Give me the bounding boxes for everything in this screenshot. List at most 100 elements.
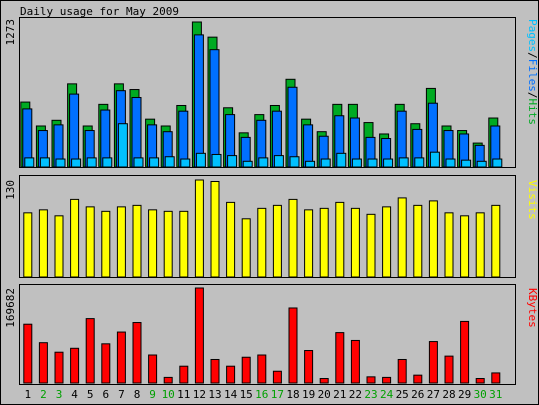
pages-bar (289, 156, 300, 168)
legend-sep-1: / (526, 52, 539, 59)
pages-bar (429, 151, 440, 168)
files-bar (131, 97, 142, 168)
legend-sep-2: / (526, 92, 539, 99)
kbytes-bar (241, 356, 251, 384)
visits-bar (366, 213, 376, 278)
chart-title: Daily usage for May 2009 (20, 5, 179, 18)
day-label: 7 (118, 388, 125, 401)
kbytes-bar (272, 370, 282, 384)
pages-bar (367, 158, 378, 168)
files-bar (209, 49, 220, 168)
bars-pages-files-hits (20, 21, 503, 168)
day-label: 9 (149, 388, 156, 401)
pages-bar (133, 157, 144, 168)
kbytes-bar (70, 347, 80, 384)
bars-kbytes (23, 287, 501, 384)
legend-visits: Visits (526, 180, 539, 220)
kbytes-bar (116, 331, 126, 384)
pages-bar (445, 158, 456, 168)
day-label: 30 (474, 388, 487, 401)
pages-bar (55, 158, 66, 168)
kbytes-bar (257, 354, 267, 384)
pages-bar (398, 157, 409, 168)
day-label: 28 (442, 388, 455, 401)
visits-bar (54, 215, 64, 278)
day-label: 13 (208, 388, 221, 401)
files-bar (303, 124, 314, 168)
legend-kbytes: KBytes (526, 288, 539, 328)
day-label: 20 (318, 388, 331, 401)
day-label: 24 (380, 388, 394, 401)
legend-pages-files-hits: Pages/Files/Hits (526, 19, 539, 125)
visits-bar (428, 200, 438, 278)
visits-bar (319, 207, 329, 278)
visits-bar (226, 201, 236, 278)
kbytes-bar (54, 351, 64, 384)
kbytes-bar (179, 365, 189, 384)
day-label: 29 (458, 388, 471, 401)
kbytes-bar (366, 376, 376, 384)
day-label: 31 (489, 388, 502, 401)
visits-bar (70, 198, 80, 278)
day-label: 19 (302, 388, 315, 401)
day-label: 23 (364, 388, 377, 401)
pages-bar (227, 155, 238, 168)
kbytes-bar (132, 322, 142, 384)
day-label: 2 (40, 388, 47, 401)
visits-bar (132, 204, 142, 278)
day-label: 10 (162, 388, 175, 401)
kbytes-bar (148, 354, 158, 384)
kbytes-bar (23, 323, 33, 384)
kbytes-bar (350, 339, 360, 384)
files-bar (69, 93, 80, 168)
bars-visits (23, 179, 501, 278)
kbytes-bar (38, 342, 48, 384)
pages-bar (414, 157, 425, 168)
visits-bar (257, 207, 267, 278)
visits-bar (23, 212, 33, 278)
day-label: 4 (71, 388, 78, 401)
files-bar (193, 34, 204, 168)
kbytes-bar (475, 378, 485, 384)
pages-bar (71, 158, 82, 168)
day-label: 15 (240, 388, 253, 401)
kbytes-bar (85, 318, 95, 384)
visits-bar (148, 209, 158, 278)
pages-bar (476, 160, 487, 168)
pages-bar (336, 152, 347, 168)
visits-bar (210, 180, 220, 278)
kbytes-bar (397, 358, 407, 384)
kbytes-bar (226, 365, 236, 384)
pages-bar (117, 123, 128, 168)
day-label: 12 (193, 388, 206, 401)
visits-bar (335, 201, 345, 278)
visits-bar (475, 212, 485, 278)
kbytes-bar (210, 358, 220, 384)
pages-bar (258, 157, 269, 168)
visits-bar (116, 206, 126, 278)
pages-bar (242, 160, 253, 168)
kbytes-bar (319, 378, 329, 384)
day-label: 17 (271, 388, 284, 401)
visits-bar (288, 198, 298, 278)
visits-bar (413, 204, 423, 278)
pages-bar (149, 157, 160, 168)
day-label: 22 (349, 388, 362, 401)
visits-bar (304, 209, 314, 278)
day-label: 5 (87, 388, 94, 401)
y-max-label-visits: 130 (4, 180, 17, 200)
pages-bar (305, 160, 316, 168)
pages-bar (351, 158, 362, 168)
kbytes-bar (444, 355, 454, 384)
kbytes-bar (335, 332, 345, 384)
day-label: 16 (255, 388, 268, 401)
visits-bar (38, 209, 48, 278)
kbytes-bar (428, 341, 438, 384)
visits-bar (179, 210, 189, 278)
day-label: 11 (177, 388, 190, 401)
pages-bar (273, 155, 284, 168)
day-label: 26 (411, 388, 424, 401)
pages-bar (461, 159, 472, 168)
pages-bar (211, 153, 222, 168)
